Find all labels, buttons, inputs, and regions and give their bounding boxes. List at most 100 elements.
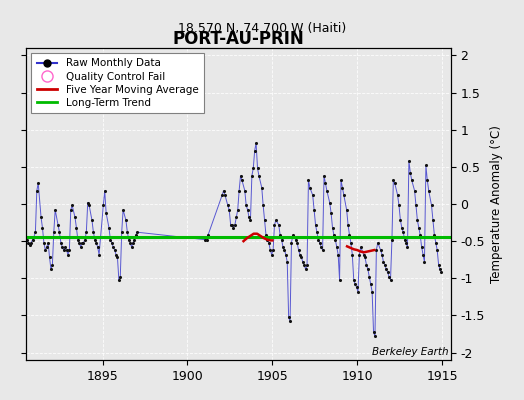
Point bbox=[399, 229, 408, 236]
Point bbox=[47, 266, 55, 272]
Point bbox=[357, 244, 365, 250]
Point bbox=[27, 240, 35, 246]
Point bbox=[368, 288, 376, 295]
Point bbox=[410, 188, 419, 194]
Point bbox=[429, 217, 437, 224]
Point bbox=[333, 244, 341, 250]
Point bbox=[75, 240, 83, 246]
Point bbox=[280, 247, 289, 253]
Point bbox=[58, 244, 67, 250]
Point bbox=[344, 222, 352, 228]
Point bbox=[267, 251, 276, 258]
Point bbox=[294, 247, 303, 253]
Point bbox=[390, 180, 399, 186]
Point bbox=[305, 184, 314, 191]
Point bbox=[287, 240, 296, 246]
Point bbox=[437, 269, 445, 276]
Point bbox=[230, 224, 238, 231]
Point bbox=[21, 232, 30, 238]
Point bbox=[304, 177, 313, 184]
Point bbox=[378, 251, 386, 258]
Point bbox=[320, 172, 328, 179]
Point bbox=[225, 207, 233, 213]
Point bbox=[270, 222, 279, 228]
Point bbox=[323, 188, 331, 194]
Point bbox=[68, 202, 77, 209]
Point bbox=[228, 222, 236, 228]
Point bbox=[384, 269, 392, 276]
Point bbox=[44, 240, 52, 246]
Point bbox=[93, 244, 102, 250]
Point bbox=[101, 188, 109, 194]
Point bbox=[266, 247, 275, 253]
Point bbox=[289, 232, 297, 238]
Point bbox=[85, 202, 93, 209]
Point bbox=[327, 210, 335, 216]
Point bbox=[420, 259, 429, 265]
Point bbox=[202, 236, 211, 243]
Point bbox=[24, 240, 32, 246]
Point bbox=[337, 177, 345, 184]
Point bbox=[403, 244, 412, 250]
Point bbox=[382, 266, 390, 272]
Point bbox=[119, 207, 127, 213]
Point bbox=[436, 266, 444, 272]
Point bbox=[355, 251, 364, 258]
Legend: Raw Monthly Data, Quality Control Fail, Five Year Moving Average, Long-Term Tren: Raw Monthly Data, Quality Control Fail, … bbox=[31, 53, 204, 113]
Point bbox=[226, 222, 235, 228]
Point bbox=[107, 240, 116, 246]
Point bbox=[374, 240, 382, 246]
Point bbox=[263, 236, 271, 243]
Point bbox=[283, 259, 291, 265]
Point bbox=[83, 199, 92, 206]
Point bbox=[433, 247, 441, 253]
Point bbox=[115, 276, 123, 283]
Point bbox=[95, 251, 103, 258]
Point bbox=[354, 288, 362, 295]
Point bbox=[113, 254, 122, 261]
Point bbox=[348, 251, 356, 258]
Point bbox=[232, 214, 241, 220]
Point bbox=[364, 266, 372, 272]
Point bbox=[321, 180, 330, 186]
Text: 18.570 N, 74.700 W (Haiti): 18.570 N, 74.700 W (Haiti) bbox=[178, 22, 346, 35]
Point bbox=[224, 202, 232, 209]
Point bbox=[303, 262, 311, 268]
Point bbox=[16, 192, 24, 198]
Point bbox=[105, 224, 113, 231]
Point bbox=[82, 229, 91, 236]
Point bbox=[362, 262, 370, 268]
Point bbox=[293, 240, 301, 246]
Point bbox=[338, 184, 346, 191]
Point bbox=[54, 222, 62, 228]
Point bbox=[218, 192, 226, 198]
Point bbox=[42, 244, 51, 250]
Point bbox=[23, 236, 31, 243]
Point bbox=[252, 140, 260, 146]
Point bbox=[34, 180, 42, 186]
Point bbox=[430, 232, 439, 238]
Point bbox=[130, 236, 139, 243]
Point bbox=[111, 247, 119, 253]
Point bbox=[276, 232, 285, 238]
Point bbox=[246, 217, 255, 224]
Point bbox=[291, 236, 300, 243]
Point bbox=[221, 192, 229, 198]
Point bbox=[127, 244, 136, 250]
Point bbox=[380, 262, 389, 268]
Point bbox=[51, 207, 59, 213]
Point bbox=[352, 284, 361, 290]
Point bbox=[422, 162, 430, 168]
Point bbox=[351, 281, 359, 288]
Point bbox=[432, 240, 440, 246]
Point bbox=[402, 240, 410, 246]
Point bbox=[65, 247, 73, 253]
Point bbox=[28, 236, 37, 243]
Point bbox=[71, 214, 79, 220]
Point bbox=[123, 229, 132, 236]
Point bbox=[38, 224, 47, 231]
Point bbox=[331, 236, 340, 243]
Point bbox=[91, 236, 99, 243]
Point bbox=[132, 232, 140, 238]
Point bbox=[281, 251, 290, 258]
